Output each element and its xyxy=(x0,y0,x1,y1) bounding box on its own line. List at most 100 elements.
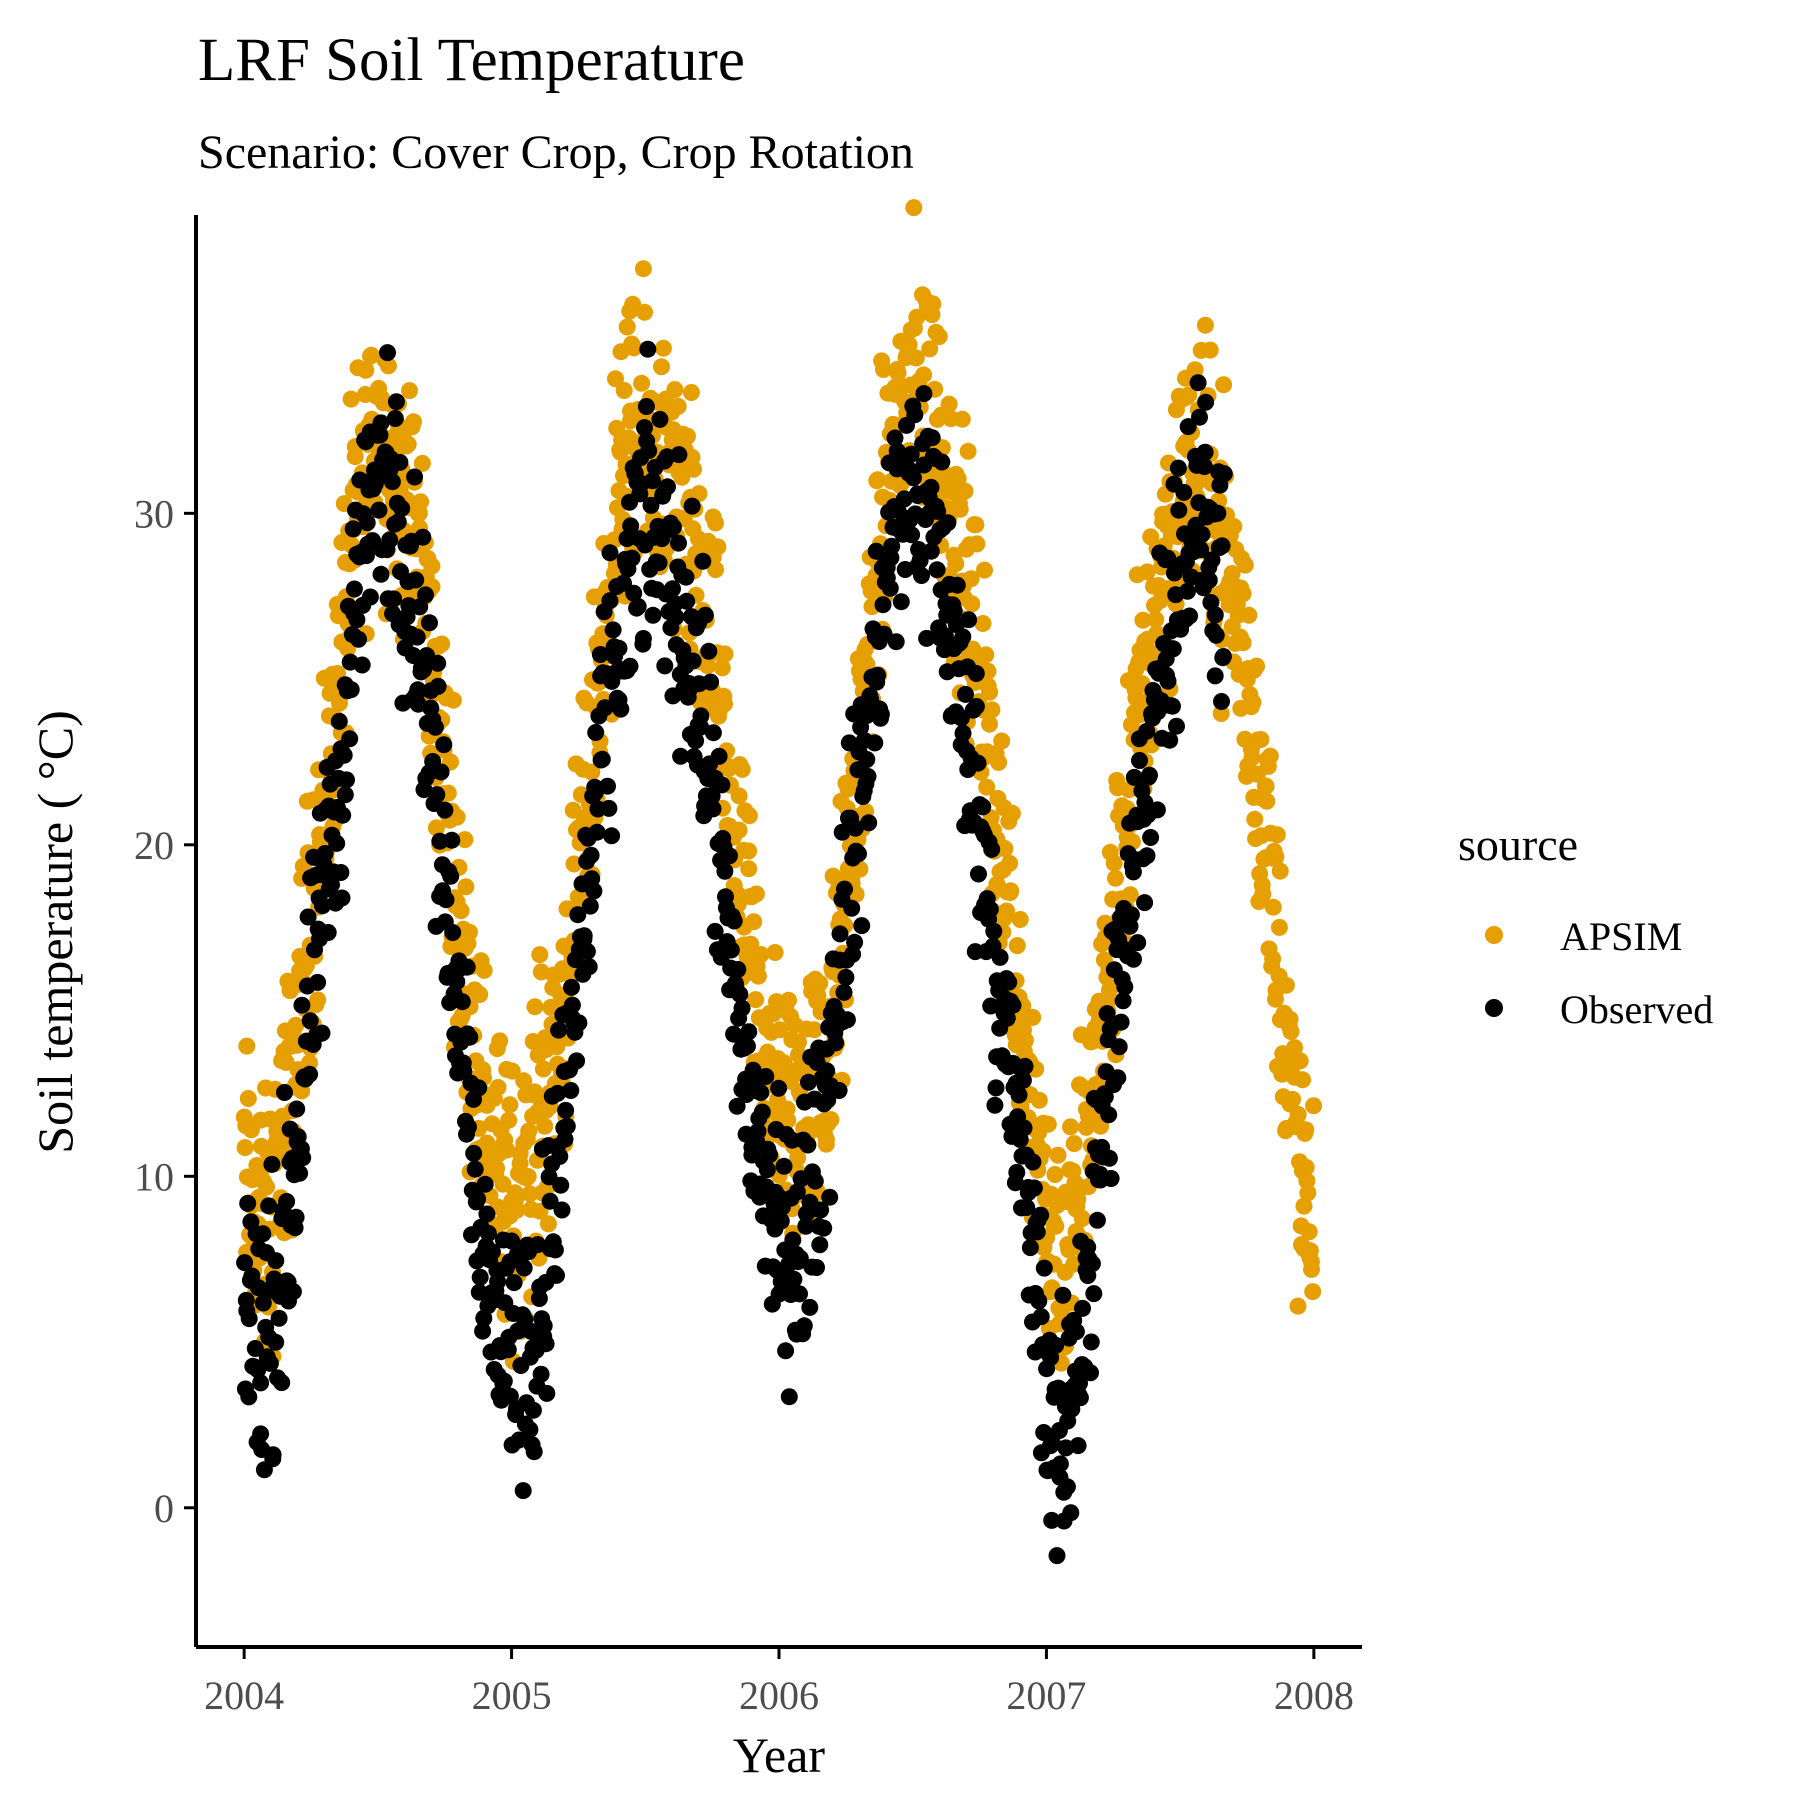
point-observed xyxy=(1200,571,1218,589)
point-apsim xyxy=(309,991,327,1009)
point-apsim xyxy=(1047,1217,1065,1235)
legend-key-observed xyxy=(1485,999,1503,1017)
point-observed xyxy=(827,1034,845,1052)
point-observed xyxy=(998,1009,1016,1027)
point-observed xyxy=(1170,501,1188,519)
point-observed xyxy=(1129,934,1147,952)
point-apsim xyxy=(1234,585,1252,603)
point-observed xyxy=(749,1122,767,1140)
point-observed xyxy=(476,1175,494,1193)
point-apsim xyxy=(790,1033,807,1051)
point-observed xyxy=(883,537,901,555)
point-apsim xyxy=(740,842,758,860)
point-observed xyxy=(332,864,350,881)
y-tick-label: 30 xyxy=(134,491,174,536)
point-observed xyxy=(808,1259,825,1276)
point-observed xyxy=(1131,752,1148,769)
point-observed xyxy=(267,1252,285,1270)
point-observed xyxy=(1018,1199,1036,1216)
point-observed xyxy=(811,1236,829,1254)
point-apsim xyxy=(789,1149,807,1167)
point-apsim xyxy=(1002,882,1020,900)
point-observed xyxy=(772,1212,790,1230)
point-observed xyxy=(383,473,401,491)
point-observed xyxy=(866,734,884,752)
point-observed xyxy=(761,1146,779,1164)
point-observed xyxy=(1189,374,1207,392)
point-apsim xyxy=(1243,749,1261,767)
point-observed xyxy=(372,565,390,583)
point-apsim xyxy=(666,381,684,399)
y-ticks: 0 10 20 30 xyxy=(134,491,196,1531)
point-observed xyxy=(903,526,921,544)
point-observed xyxy=(1008,1163,1026,1181)
point-apsim xyxy=(669,397,687,415)
legend-label-observed: Observed xyxy=(1560,987,1713,1032)
point-observed xyxy=(922,542,940,560)
point-observed xyxy=(610,639,628,657)
point-observed xyxy=(345,580,363,598)
point-apsim xyxy=(1024,1008,1042,1026)
point-observed xyxy=(629,598,647,615)
point-apsim xyxy=(456,831,474,849)
point-apsim xyxy=(1264,898,1282,916)
point-observed xyxy=(1209,504,1227,522)
point-apsim xyxy=(968,535,986,553)
point-apsim xyxy=(740,860,758,878)
point-observed xyxy=(549,1084,567,1102)
point-apsim xyxy=(342,390,360,408)
chart-title: LRF Soil Temperature xyxy=(198,27,745,94)
point-observed xyxy=(582,846,600,864)
point-apsim xyxy=(974,615,992,632)
point-observed xyxy=(799,1136,817,1154)
point-apsim xyxy=(1039,1115,1057,1133)
point-apsim xyxy=(959,442,977,460)
point-observed xyxy=(470,1079,488,1097)
point-observed xyxy=(551,1147,569,1165)
point-observed xyxy=(601,544,619,562)
point-apsim xyxy=(875,361,892,378)
point-apsim xyxy=(690,485,708,503)
point-observed xyxy=(478,1205,496,1223)
point-observed xyxy=(435,736,453,754)
point-apsim xyxy=(869,471,887,489)
point-observed xyxy=(344,520,362,538)
point-observed xyxy=(1148,801,1166,819)
point-apsim xyxy=(1289,1297,1307,1315)
point-observed xyxy=(983,840,1001,858)
point-observed xyxy=(1164,697,1181,715)
point-apsim xyxy=(471,986,489,1003)
point-observed xyxy=(1010,1086,1028,1104)
point-observed xyxy=(636,419,653,437)
point-observed xyxy=(469,1190,487,1208)
point-observed xyxy=(846,819,864,837)
point-observed xyxy=(333,889,351,907)
point-apsim xyxy=(287,1016,305,1034)
point-observed xyxy=(1054,1286,1072,1304)
point-observed xyxy=(835,983,853,1001)
point-observed xyxy=(985,922,1003,940)
point-observed xyxy=(546,1241,564,1259)
point-apsim xyxy=(423,557,441,575)
point-observed xyxy=(1000,973,1018,991)
point-apsim xyxy=(921,340,939,358)
point-apsim xyxy=(740,807,758,825)
point-observed xyxy=(740,1023,758,1041)
point-observed xyxy=(667,608,685,626)
point-observed xyxy=(521,1421,539,1439)
point-observed xyxy=(1141,766,1158,784)
point-observed xyxy=(596,699,614,717)
point-observed xyxy=(1043,1511,1061,1529)
point-observed xyxy=(650,554,668,572)
point-observed xyxy=(353,656,371,674)
point-observed xyxy=(1213,537,1231,555)
point-observed xyxy=(581,897,599,915)
point-apsim xyxy=(607,370,624,388)
point-observed xyxy=(569,906,587,924)
point-apsim xyxy=(930,328,948,345)
point-apsim xyxy=(413,454,431,472)
point-observed xyxy=(1179,418,1197,436)
point-apsim xyxy=(1016,1031,1034,1049)
point-apsim xyxy=(709,538,727,556)
point-observed xyxy=(1096,1088,1114,1106)
